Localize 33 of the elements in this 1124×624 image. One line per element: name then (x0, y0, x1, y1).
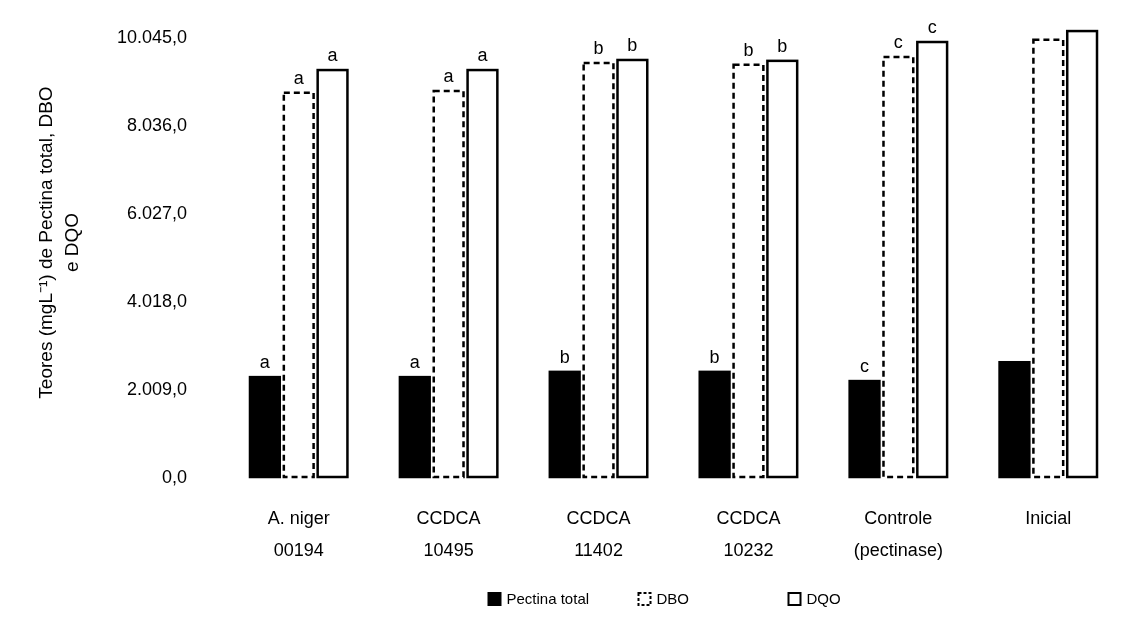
y-tick-label: 0,0 (161, 467, 187, 488)
y-tick-label: 2.009,0 (126, 379, 187, 400)
y-tick-label: 8.036,0 (126, 115, 187, 136)
data-label: c (893, 31, 903, 52)
x-tick-label: CCDCA 10495 (416, 508, 481, 560)
data-label: a (259, 352, 271, 373)
data-label: b (777, 35, 788, 56)
bar (1065, 29, 1099, 479)
data-label: c (860, 356, 870, 377)
data-label: a (477, 45, 489, 66)
y-axis-title: Teores (mgL⁻¹) de Pectina total, DBO e DQO (35, 86, 82, 399)
x-tick-label: Controle (pectinase) (853, 508, 943, 560)
y-tick-label: 4.018,0 (126, 291, 187, 312)
legend-label: DBO (656, 590, 690, 607)
legend-label: DQO (806, 590, 841, 607)
data-label: a (327, 45, 339, 66)
data-label: b (709, 346, 720, 367)
data-label: b (593, 38, 604, 59)
data-label: b (559, 346, 570, 367)
data-label: b (627, 34, 638, 55)
data-label: a (443, 66, 455, 87)
data-label: c (927, 17, 937, 38)
y-tick-label: 6.027,0 (126, 203, 187, 224)
bar (248, 375, 282, 479)
x-tick-label: A. niger 00194 (267, 508, 330, 560)
data-label: b (743, 39, 754, 60)
data-label: a (293, 67, 305, 88)
data-label: a (409, 352, 421, 373)
x-tick-label: CCDCA 11402 (566, 508, 631, 560)
legend-label: Pectina total (506, 590, 590, 607)
y-tick-label: 10.045,0 (116, 27, 187, 48)
x-tick-label: Inicial (1025, 508, 1072, 528)
x-tick-label: CCDCA 10232 (716, 508, 781, 560)
